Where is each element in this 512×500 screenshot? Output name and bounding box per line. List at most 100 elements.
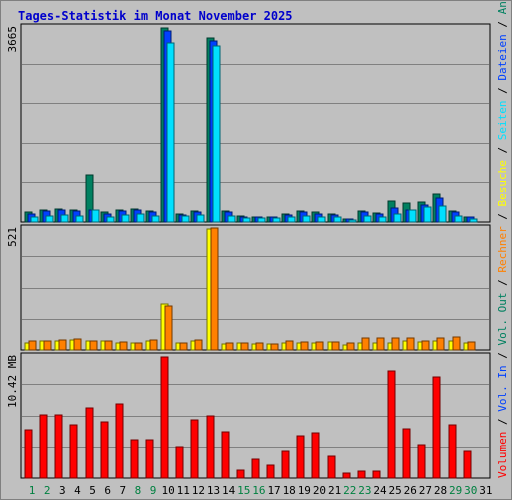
- bar-rechner-day-3: [58, 339, 67, 351]
- bar-volumen-day-22: [342, 472, 351, 479]
- x-tick-label: 2: [44, 484, 51, 497]
- bar-seiten-day-24: [378, 216, 387, 223]
- bar-volumen-day-12: [190, 419, 199, 479]
- x-tick-label: 12: [192, 484, 205, 497]
- panel-requests: [20, 23, 491, 223]
- bar-volumen-day-21: [327, 455, 336, 479]
- x-tick-label: 1: [29, 484, 36, 497]
- bar-volumen-day-7: [115, 403, 124, 479]
- x-tick-label: 6: [104, 484, 111, 497]
- bar-rechner-day-4: [73, 338, 82, 351]
- bar-volumen-day-15: [236, 469, 245, 479]
- bar-seiten-day-10: [166, 42, 175, 223]
- bar-volumen-day-25: [387, 370, 396, 479]
- x-tick-label: 26: [404, 484, 417, 497]
- x-tick-label: 28: [434, 484, 447, 497]
- bar-seiten-day-8: [136, 213, 145, 223]
- bar-seiten-day-22: [348, 219, 357, 223]
- legend-separator: /: [496, 140, 509, 160]
- x-tick-label: 29: [449, 484, 462, 497]
- bar-rechner-day-18: [285, 340, 294, 351]
- bar-seiten-day-15: [242, 217, 251, 223]
- bar-volumen-day-27: [417, 444, 426, 479]
- bar-rechner-day-10: [164, 305, 173, 351]
- y-max-label: 3665: [6, 26, 19, 53]
- bar-volumen-day-3: [54, 414, 63, 479]
- legend-separator: /: [496, 81, 509, 101]
- bar-volumen-day-24: [372, 470, 381, 479]
- x-tick-label: 16: [252, 484, 265, 497]
- legend-item-volout: Vol. Out: [496, 293, 509, 346]
- bar-seiten-day-11: [181, 215, 190, 223]
- bar-seiten-day-19: [302, 215, 311, 223]
- bar-volumen-day-10: [160, 356, 169, 479]
- bar-volumen-day-6: [100, 421, 109, 479]
- x-tick-label: 4: [74, 484, 81, 497]
- y-max-label: 521: [6, 227, 19, 247]
- panel-volume: [20, 352, 491, 479]
- bar-seiten-day-9: [151, 215, 160, 223]
- bar-rechner-day-2: [43, 340, 52, 351]
- legend-item-rechner: Rechner: [496, 226, 509, 273]
- bar-volumen-day-5: [85, 407, 94, 479]
- bar-rechner-day-21: [331, 341, 340, 351]
- x-tick-label: 21: [328, 484, 341, 497]
- x-tick-label: 18: [283, 484, 296, 497]
- x-tick-label: 27: [419, 484, 432, 497]
- bar-seiten-day-17: [272, 217, 281, 223]
- x-tick-label: 5: [89, 484, 96, 497]
- x-tick-label: 7: [119, 484, 126, 497]
- bar-rechner-day-19: [300, 341, 309, 351]
- bar-rechner-day-29: [452, 336, 461, 351]
- x-tick-label: 20: [313, 484, 326, 497]
- bar-volumen-day-2: [39, 414, 48, 479]
- x-tick-label: 25: [388, 484, 401, 497]
- bar-volumen-day-8: [130, 439, 139, 479]
- bar-rechner-day-5: [89, 340, 98, 351]
- bar-volumen-day-18: [281, 450, 290, 479]
- bar-seiten-day-26: [408, 209, 417, 223]
- legend-item-besuche: Besuche: [496, 160, 509, 206]
- bar-seiten-day-16: [257, 217, 266, 223]
- panel-visits: [20, 224, 491, 351]
- bar-rechner-day-6: [104, 340, 113, 351]
- bar-rechner-day-24: [376, 337, 385, 351]
- x-tick-label: 19: [298, 484, 311, 497]
- bar-rechner-day-28: [436, 337, 445, 351]
- bar-volumen-day-19: [296, 435, 305, 479]
- bar-volumen-day-20: [311, 432, 320, 479]
- bar-rechner-day-12: [194, 339, 203, 351]
- bar-volumen-day-1: [24, 429, 33, 479]
- x-tick-label: 11: [177, 484, 190, 497]
- bar-seiten-day-27: [423, 206, 432, 223]
- bar-rechner-day-27: [421, 340, 430, 351]
- bar-rechner-day-17: [270, 343, 279, 351]
- bar-volumen-day-23: [357, 470, 366, 479]
- x-tick-label: 23: [358, 484, 371, 497]
- bar-seiten-day-4: [75, 215, 84, 223]
- bar-seiten-day-18: [287, 216, 296, 223]
- bar-rechner-day-13: [210, 227, 219, 351]
- legend-separator: /: [496, 346, 509, 366]
- bar-rechner-day-7: [119, 341, 128, 351]
- x-tick-label: 9: [150, 484, 157, 497]
- bar-volumen-day-4: [69, 424, 78, 479]
- bar-rechner-day-15: [240, 342, 249, 351]
- bar-seiten-day-20: [317, 216, 326, 223]
- bar-seiten-day-29: [454, 215, 463, 223]
- bar-volumen-day-14: [221, 431, 230, 479]
- bar-seiten-day-14: [227, 215, 236, 223]
- bar-seiten-day-2: [45, 215, 54, 223]
- x-tick-label: 13: [207, 484, 220, 497]
- bar-volumen-day-16: [251, 458, 260, 479]
- legend-item-seiten: Seiten: [496, 100, 509, 140]
- bar-seiten-day-13: [212, 45, 221, 223]
- bar-rechner-day-11: [179, 342, 188, 351]
- bar-rechner-day-16: [255, 342, 264, 351]
- bar-seiten-day-30: [469, 218, 478, 223]
- x-tick-label: 17: [267, 484, 280, 497]
- legend-separator: /: [496, 412, 509, 432]
- bar-seiten-day-3: [60, 214, 69, 223]
- bar-rechner-day-20: [315, 341, 324, 351]
